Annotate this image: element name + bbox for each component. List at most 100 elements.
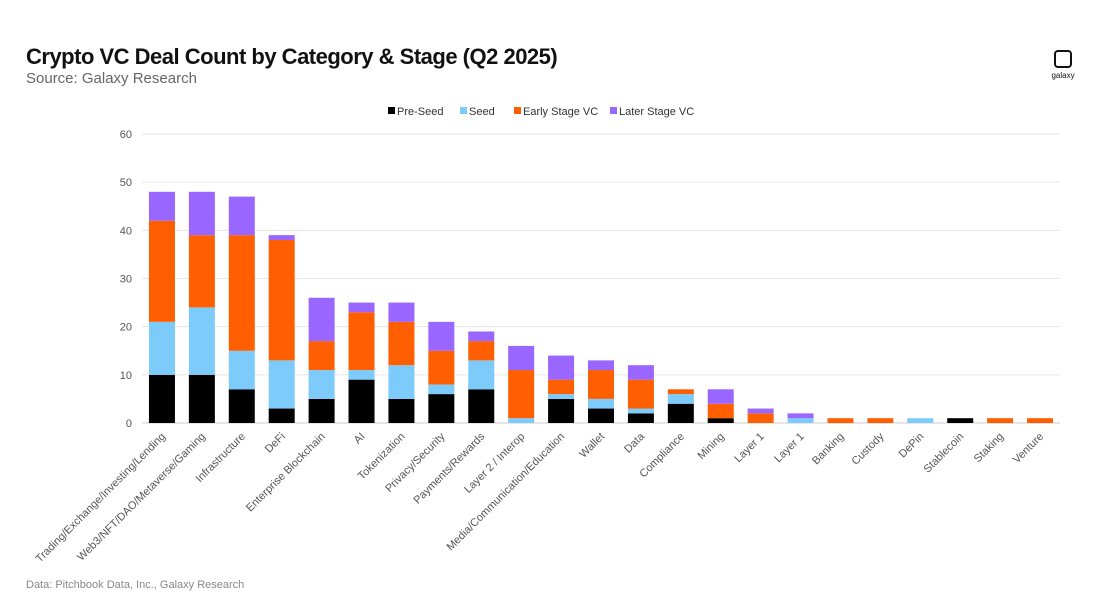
bar-segment bbox=[228, 235, 255, 351]
y-tick-label: 50 bbox=[120, 177, 132, 189]
legend-label: Pre-Seed bbox=[397, 106, 443, 118]
legend-swatch bbox=[610, 107, 617, 114]
bar-segment bbox=[1027, 418, 1054, 423]
bar-segment bbox=[588, 370, 614, 399]
legend-label: Seed bbox=[469, 106, 495, 118]
x-tick-label: Wallet bbox=[577, 431, 607, 461]
bar-segment bbox=[228, 196, 255, 236]
y-tick-label: 30 bbox=[120, 274, 132, 286]
bar-segment bbox=[428, 350, 455, 385]
bar-segment bbox=[548, 398, 575, 423]
bar-segment bbox=[508, 345, 535, 371]
logo-icon bbox=[1054, 50, 1072, 68]
y-tick-label: 40 bbox=[120, 225, 132, 237]
bar-segment bbox=[707, 418, 734, 423]
bar-segment bbox=[348, 302, 375, 313]
bar-segment bbox=[228, 350, 255, 390]
bar-segment bbox=[588, 408, 614, 423]
bar-segment bbox=[428, 384, 455, 395]
x-tick-label: DeFi bbox=[263, 431, 288, 456]
legend-swatch bbox=[388, 107, 395, 114]
bar-segment bbox=[388, 302, 415, 322]
bar-segment bbox=[148, 191, 175, 221]
bar-segment bbox=[747, 408, 774, 414]
x-tick-label: Stablecoin bbox=[922, 431, 967, 476]
bar-segment bbox=[707, 403, 734, 419]
footer-source: Data: Pitchbook Data, Inc., Galaxy Resea… bbox=[26, 579, 245, 591]
bar-segment bbox=[627, 365, 654, 380]
x-tick-label: Data bbox=[622, 430, 648, 456]
subtitle: Source: Galaxy Research bbox=[26, 70, 197, 87]
x-tick-label: Venture bbox=[1011, 431, 1046, 466]
bar-segment bbox=[148, 321, 175, 375]
bar-segment bbox=[268, 408, 295, 423]
bar-segment bbox=[787, 413, 814, 419]
bar-segment bbox=[308, 370, 335, 399]
bar-segment bbox=[188, 307, 215, 375]
bar-segment bbox=[268, 239, 295, 361]
y-tick-label: 0 bbox=[126, 418, 132, 430]
page-title: Crypto VC Deal Count by Category & Stage… bbox=[26, 44, 558, 69]
bar-segment bbox=[188, 235, 215, 308]
bar-segment bbox=[388, 365, 415, 399]
x-tick-label: Enterprise Blockchain bbox=[244, 431, 328, 515]
bar-segment bbox=[867, 418, 894, 423]
bar-segment bbox=[468, 360, 495, 390]
bar-segment bbox=[468, 331, 495, 342]
bar-segment bbox=[508, 418, 535, 423]
logo-text: galaxy bbox=[1051, 71, 1075, 80]
bar-segment bbox=[787, 418, 814, 423]
bar-segment bbox=[388, 398, 415, 423]
bar-segment bbox=[468, 389, 495, 423]
bar-segment bbox=[188, 374, 215, 423]
bar-segment bbox=[907, 418, 934, 423]
bar-segment bbox=[827, 418, 854, 423]
bar-segment bbox=[667, 403, 694, 423]
bar-segment bbox=[548, 355, 575, 380]
bar-segment bbox=[667, 389, 694, 395]
bar-segment bbox=[268, 360, 295, 409]
y-tick-label: 10 bbox=[120, 370, 132, 382]
y-tick-label: 20 bbox=[120, 322, 132, 334]
bar-segment bbox=[588, 360, 614, 371]
bar-segment bbox=[228, 389, 255, 423]
x-tick-label: DePin bbox=[897, 431, 927, 461]
bar-segment bbox=[388, 321, 415, 366]
x-tick-label: Mining bbox=[695, 431, 726, 462]
bar-segment bbox=[348, 370, 375, 380]
bar-segment bbox=[667, 394, 694, 404]
bar-segment bbox=[627, 379, 654, 409]
bar-segment bbox=[348, 379, 375, 423]
bar-segment bbox=[428, 321, 455, 351]
bar-segment bbox=[707, 389, 734, 404]
x-tick-label: Layer 1 bbox=[732, 431, 766, 465]
bar-segment bbox=[747, 413, 774, 423]
bar-segment bbox=[308, 398, 335, 423]
bar-segment bbox=[268, 235, 295, 240]
bar-segment bbox=[987, 418, 1014, 423]
galaxy-logo: galaxy bbox=[1050, 50, 1076, 80]
y-tick-label: 60 bbox=[120, 129, 132, 141]
bar-segment bbox=[148, 374, 175, 423]
bar-segment bbox=[348, 312, 375, 371]
bar-segment bbox=[308, 297, 335, 342]
legend-swatch bbox=[460, 107, 467, 114]
bar-segment bbox=[148, 220, 175, 322]
x-tick-label: AI bbox=[352, 431, 368, 447]
x-tick-label: Staking bbox=[972, 431, 1006, 465]
bar-segment bbox=[947, 418, 974, 423]
bar-segment bbox=[548, 394, 575, 399]
legend-label: Later Stage VC bbox=[619, 106, 694, 118]
legend-swatch bbox=[514, 107, 521, 114]
bar-segment bbox=[428, 394, 455, 423]
bar-segment bbox=[508, 370, 535, 419]
bar-segment bbox=[627, 408, 654, 414]
bar-segment bbox=[308, 341, 335, 371]
x-tick-label: Payments/Rewards bbox=[411, 430, 487, 506]
bar-segment bbox=[548, 379, 575, 395]
x-tick-label: Banking bbox=[810, 431, 847, 468]
bar-segment bbox=[627, 413, 654, 423]
bar-segment bbox=[468, 341, 495, 361]
